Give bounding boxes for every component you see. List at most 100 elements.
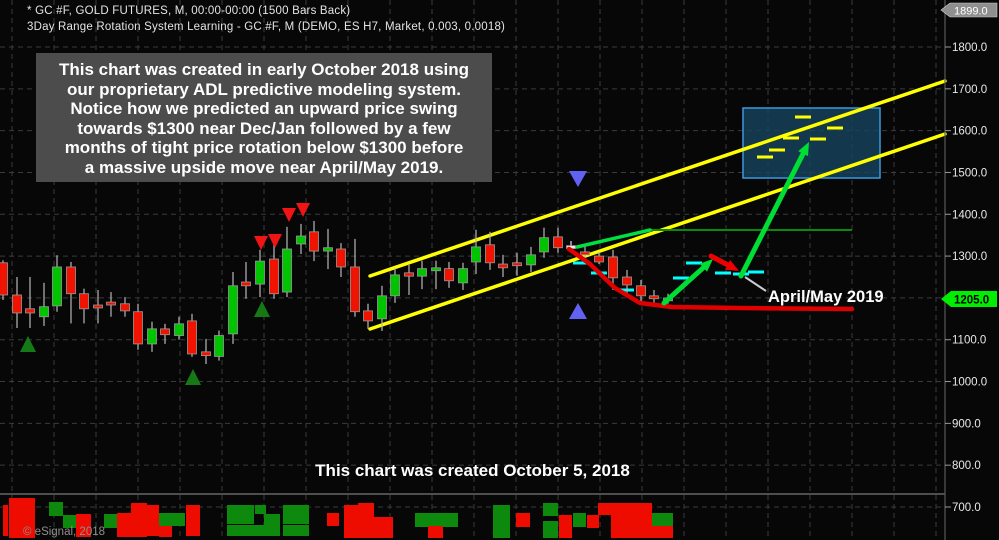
adl-prediction-red-line[interactable] (566, 246, 855, 312)
candle-body (363, 310, 373, 322)
candle-body (485, 244, 495, 264)
candle (594, 251, 604, 265)
axis-tick-label: 1800.0 (952, 42, 987, 54)
created-date-note[interactable]: This chart was created October 5, 2018 (315, 461, 630, 480)
arrow-head (724, 260, 739, 271)
histogram-block (159, 526, 172, 537)
arrow-shaft (661, 265, 706, 306)
histogram-block (131, 503, 147, 537)
candle (133, 303, 143, 350)
candle-body (350, 266, 360, 313)
histogram-block (344, 505, 358, 538)
histogram-block (227, 505, 254, 524)
red-arrow[interactable] (708, 253, 739, 271)
candle (417, 260, 427, 290)
candle-body (133, 311, 143, 345)
histogram-block (104, 514, 117, 528)
histogram-block (159, 513, 185, 526)
axis-tick-label: 1100.0 (952, 335, 986, 347)
candle (363, 303, 373, 329)
sell-signal-triangle (296, 203, 310, 217)
candle-body (553, 236, 563, 249)
candle (431, 260, 441, 290)
candle (580, 246, 590, 259)
adl-up-triangle (569, 303, 587, 319)
buy-signal-triangle (20, 336, 36, 352)
candlesticks (0, 220, 673, 364)
candle (269, 243, 279, 299)
candle (622, 269, 632, 295)
sell-signal-triangle (268, 234, 282, 248)
high-price-tag-shape (940, 2, 998, 18)
candle-body (0, 262, 8, 296)
price-tag-high: 1899.0 (940, 2, 998, 18)
upper-channel-trendline[interactable] (368, 79, 947, 278)
study-title: 3Day Range Rotation System Learning - GC… (27, 21, 506, 33)
candle (12, 276, 22, 329)
candle-body (498, 263, 508, 269)
green-arrow[interactable] (661, 259, 713, 306)
candle-body (404, 272, 414, 277)
sell-signal-triangle (254, 236, 268, 250)
green-arrow[interactable] (738, 142, 809, 279)
candle-body (608, 256, 618, 279)
candle-body (377, 295, 387, 320)
histogram-block (255, 505, 266, 514)
forecast-callout-label[interactable]: April/May 2019 (768, 288, 884, 306)
candle (187, 313, 197, 357)
candle (377, 285, 387, 331)
candle-body (269, 258, 279, 295)
arrow-head (699, 259, 713, 272)
candle (498, 254, 508, 277)
candle-body (39, 306, 49, 318)
histogram-block (227, 525, 264, 536)
candle (106, 292, 116, 317)
candle-body (636, 285, 646, 297)
sell-signal-triangle (282, 208, 296, 222)
axis-tick-label: 1600.0 (952, 126, 987, 138)
histogram-block (428, 526, 443, 538)
histogram-block (327, 513, 339, 526)
histogram-block (516, 513, 530, 527)
last-price-tag-shape (941, 291, 997, 307)
histogram-block (49, 502, 63, 516)
annotation-text-box[interactable]: This chart was created in early October … (36, 53, 492, 182)
candle (526, 246, 536, 272)
candle-body (12, 294, 22, 314)
candle (52, 255, 62, 312)
candle (160, 323, 170, 344)
axis-tick-label: 900.0 (952, 418, 981, 430)
candle-body (79, 293, 89, 310)
candle (147, 321, 157, 352)
candle (458, 262, 468, 290)
candle (282, 226, 292, 298)
histogram-block (587, 515, 599, 528)
candle (120, 297, 130, 317)
candle (444, 261, 454, 288)
candle-body (93, 304, 103, 309)
candle (539, 227, 549, 258)
histogram-block (559, 515, 572, 538)
candle-body (147, 328, 157, 345)
candle (214, 330, 224, 361)
histogram-block (63, 515, 76, 528)
histogram-block (652, 526, 673, 538)
candle-body (174, 323, 184, 336)
candle-body (594, 255, 604, 263)
drawing-objects-front (0, 142, 945, 538)
adl-down-triangle (569, 171, 587, 187)
price-axis[interactable]: 1800.0 1700.0 1600.0 1500.0 1400.0 1300.0 1100… (944, 0, 987, 540)
histogram-block (443, 513, 458, 527)
candle-body (201, 351, 211, 357)
axis-tick-label: 1700.0 (952, 84, 987, 96)
candle-body (622, 276, 632, 286)
buy-signal-triangle (185, 369, 201, 385)
histogram-block (283, 525, 309, 536)
histogram-block (652, 513, 673, 526)
lower-channel-trendline[interactable] (368, 132, 947, 331)
price-tag-last: 1205.0 (941, 291, 997, 307)
green-trendline-bright[interactable] (575, 228, 652, 249)
candle-body (120, 303, 130, 312)
histogram-block (76, 514, 91, 537)
